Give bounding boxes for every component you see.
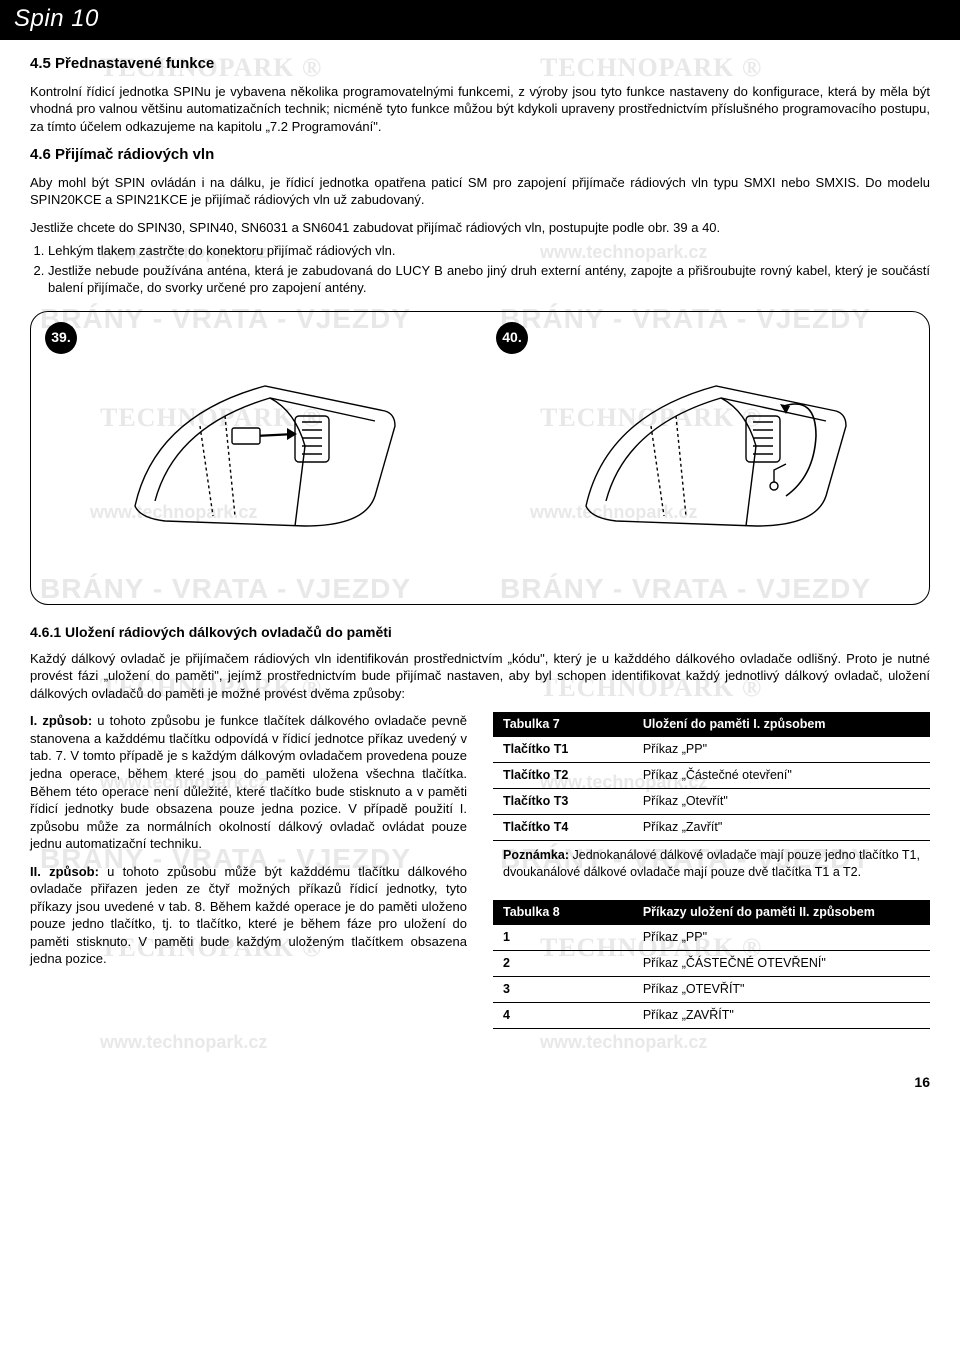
mode-1-text: u tohoto způsobu je funkce tlačítek dálk… bbox=[30, 713, 467, 851]
header-bar: Spin 10 bbox=[0, 0, 960, 40]
figure-40-label: 40. bbox=[496, 322, 528, 354]
mode-2-para: II. způsob: u tohoto způsobu může být ka… bbox=[30, 863, 467, 968]
figure-39-art bbox=[49, 326, 460, 586]
table-row: Tlačítko T2Příkaz „Částečné otevření" bbox=[493, 763, 930, 789]
steps-list: Lehkým tlakem zastrčte do konektoru přij… bbox=[30, 242, 930, 297]
heading-4-5: 4.5 Přednastavené funkce bbox=[30, 54, 930, 74]
table-8-title-right: Příkazy uložení do paměti II. způsobem bbox=[633, 900, 930, 925]
column-left: I. způsob: u tohoto způsobu je funkce tl… bbox=[30, 712, 467, 1043]
heading-4-6: 4.6 Přijímač rádiových vln bbox=[30, 145, 930, 165]
table-row: Tlačítko T4Příkaz „Zavřít" bbox=[493, 814, 930, 840]
figure-40-art bbox=[500, 326, 911, 586]
table-row: 1Příkaz „PP" bbox=[493, 925, 930, 950]
para-4-6-1-intro: Každý dálkový ovladač je přijímačem rádi… bbox=[30, 650, 930, 703]
figure-box: 39. bbox=[30, 311, 930, 605]
table-8-header: Tabulka 8 Příkazy uložení do paměti II. … bbox=[493, 900, 930, 925]
page-content: Spin 10 4.5 Přednastavené funkce Kontrol… bbox=[30, 0, 930, 1092]
table-row: 4Příkaz „ZAVŘÍT" bbox=[493, 1002, 930, 1028]
table-7-header: Tabulka 7 Uložení do paměti I. způsobem bbox=[493, 712, 930, 737]
page-number: 16 bbox=[30, 1073, 930, 1092]
para-4-6-1: Aby mohl být SPIN ovládán i na dálku, je… bbox=[30, 174, 930, 209]
table-7-title-left: Tabulka 7 bbox=[493, 712, 633, 737]
table-7: Tabulka 7 Uložení do paměti I. způsobem … bbox=[493, 712, 930, 886]
step-1: Lehkým tlakem zastrčte do konektoru přij… bbox=[48, 242, 930, 260]
para-4-6-2: Jestliže chcete do SPIN30, SPIN40, SN603… bbox=[30, 219, 930, 237]
step-2: Jestliže nebude používána anténa, která … bbox=[48, 262, 930, 297]
para-4-5: Kontrolní řídicí jednotka SPINu je vybav… bbox=[30, 83, 930, 136]
table-8-title-left: Tabulka 8 bbox=[493, 900, 633, 925]
mode-1-label: I. způsob: bbox=[30, 713, 92, 728]
heading-4-6-1: 4.6.1 Uložení rádiových dálkových ovlada… bbox=[30, 623, 930, 642]
two-column-section: I. způsob: u tohoto způsobu je funkce tl… bbox=[30, 712, 930, 1043]
table-row: 3Příkaz „OTEVŘÍT" bbox=[493, 977, 930, 1003]
mode-1-para: I. způsob: u tohoto způsobu je funkce tl… bbox=[30, 712, 467, 852]
table-7-note: Poznámka: Jednokanálové dálkové ovladače… bbox=[493, 840, 930, 886]
table-7-title-right: Uložení do paměti I. způsobem bbox=[633, 712, 930, 737]
figure-39: 39. bbox=[49, 326, 460, 586]
figure-39-label: 39. bbox=[45, 322, 77, 354]
table-row: Tlačítko T3Příkaz „Otevřít" bbox=[493, 788, 930, 814]
table-8: Tabulka 8 Příkazy uložení do paměti II. … bbox=[493, 900, 930, 1028]
column-right: Tabulka 7 Uložení do paměti I. způsobem … bbox=[493, 712, 930, 1043]
table-row: Tlačítko T1Příkaz „PP" bbox=[493, 737, 930, 762]
table-row: 2Příkaz „ČÁSTEČNÉ OTEVŘENÍ" bbox=[493, 951, 930, 977]
mode-2-text: u tohoto způsobu může být každdému tlačí… bbox=[30, 864, 467, 967]
mode-2-label: II. způsob: bbox=[30, 864, 99, 879]
figure-40: 40. bbox=[500, 326, 911, 586]
